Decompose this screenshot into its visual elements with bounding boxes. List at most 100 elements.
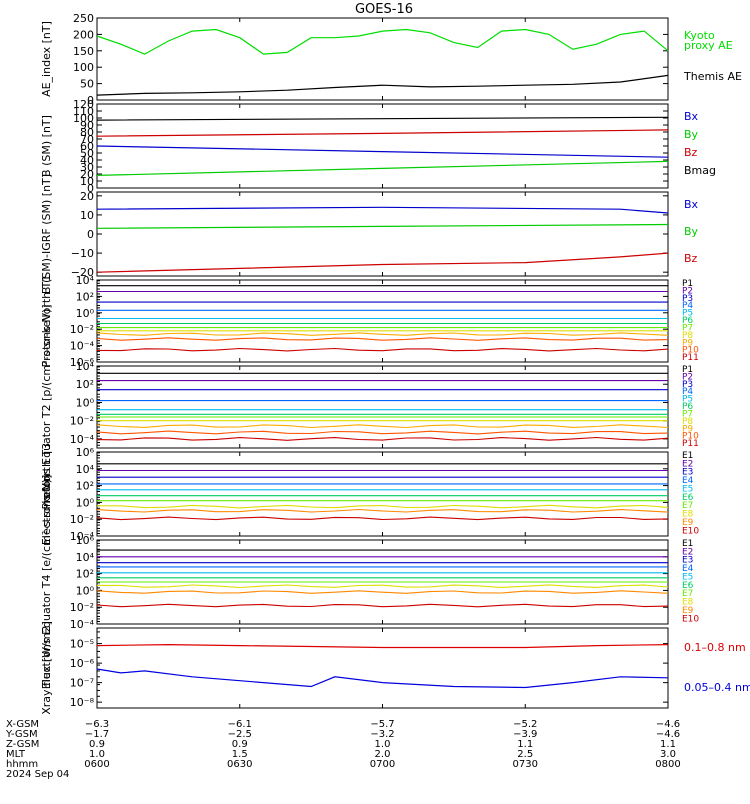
y-axis-label: Protons North T1 (40, 275, 53, 368)
channel-label: P3 (682, 380, 693, 390)
ephemeris-value: 0.9 (89, 739, 105, 750)
y-axis-label: Xray flux [W/m2] (40, 621, 53, 715)
ephemeris-value: 3.0 (660, 749, 676, 760)
y-tick-label: 250 (73, 12, 94, 25)
ephemeris-value: −3.9 (513, 729, 537, 740)
y-tick-label: 20 (80, 190, 94, 203)
panel-7: 10⁻⁴ 10⁻² 10⁰ 10² 10⁴ 10⁶ Electrons Equator T4… (40, 475, 699, 690)
channel-label: E4 (682, 476, 694, 486)
channel-label: E10 (682, 526, 699, 536)
y-tick-label: 10² (76, 480, 94, 493)
y-tick-label: 10⁻⁷ (70, 677, 94, 690)
channel-label: P2 (682, 286, 693, 296)
ephemeris-value: 2.0 (375, 749, 391, 760)
channel-line-e9 (96, 508, 669, 513)
series-line (96, 74, 669, 96)
y-tick-label: 30 (80, 161, 94, 174)
y-tick-label: 60 (80, 140, 94, 153)
channel-line-p10 (96, 430, 669, 435)
ephemeris-value: −6.1 (228, 719, 252, 730)
y-tick-label: −20 (71, 266, 94, 279)
ephemeris-value: 0.9 (232, 739, 248, 750)
y-tick-label: 20 (80, 168, 94, 181)
ephemeris-row-label: hhmm (6, 759, 38, 770)
ephemeris-value: −4.6 (656, 719, 680, 730)
legend-label: By (684, 225, 699, 238)
y-tick-label: 10⁻⁶ (70, 356, 95, 369)
legend-label: Bz (684, 146, 698, 159)
y-axis-label: B (SM)-IGRF (SM) [nT] (40, 174, 53, 294)
y-tick-label: 10⁻⁴ (70, 340, 95, 353)
legend-label: 0.1–0.8 nm (684, 641, 746, 654)
channel-label: E9 (682, 606, 694, 616)
y-tick-label: 10⁰ (76, 584, 95, 597)
y-tick-label: 10⁻⁴ (70, 433, 95, 446)
y-tick-label: 0 (87, 182, 94, 195)
y-tick-label: 10⁻⁶ (70, 657, 95, 670)
y-tick-label: 10⁴ (76, 274, 95, 287)
channel-label: P2 (682, 372, 693, 382)
chart-title: GOES-16 (355, 2, 413, 17)
legend-label: Themis AE (683, 70, 742, 83)
channel-label: E8 (682, 510, 694, 520)
channel-label: E9 (682, 518, 694, 528)
y-tick-label: 10⁻⁴ (70, 530, 95, 543)
ephemeris-value: 1.5 (232, 749, 248, 760)
channel-label: P8 (682, 417, 693, 427)
series-line (96, 643, 669, 649)
legend-label: Bmag (684, 164, 716, 177)
channel-label: P3 (682, 294, 693, 304)
panel-5: 10⁻⁴ 10⁻² 10⁰ 10² 10⁴ Protons Equator T2 [p/(… (40, 304, 699, 509)
y-tick-label: 120 (73, 98, 94, 111)
series-line (96, 223, 669, 229)
channel-line-e9 (96, 590, 669, 594)
channel-line-p9 (96, 332, 669, 336)
channel-label: E5 (682, 484, 693, 494)
y-tick-label: 10 (80, 209, 94, 222)
channel-label: E3 (682, 556, 693, 566)
channel-label: E8 (682, 598, 694, 608)
ephemeris-value: 0800 (655, 759, 680, 770)
y-tick-label: 10² (76, 290, 94, 303)
y-tick-label: −10 (71, 247, 94, 260)
ephemeris-value: −6.3 (85, 719, 109, 730)
ephemeris-row-label: Z-GSM (6, 739, 39, 750)
y-tick-label: 200 (73, 28, 94, 41)
y-tick-label: 10⁻⁴ (70, 618, 95, 631)
legend-label: By (684, 128, 699, 141)
ephemeris-value: −5.2 (513, 719, 537, 730)
channel-label: P10 (682, 432, 699, 442)
y-tick-label: 10⁴ (76, 360, 95, 373)
plot-date: 2024 Sep 04 (6, 769, 69, 780)
channel-label: E1 (682, 539, 693, 549)
channel-label: E6 (682, 493, 694, 503)
channel-line-p11 (96, 347, 669, 352)
ephemeris-value: 0600 (84, 759, 109, 770)
channel-label: P5 (682, 309, 693, 319)
ephemeris-row-label: X-GSM (6, 719, 39, 730)
channel-label: E6 (682, 581, 694, 591)
y-tick-label: 10⁶ (76, 534, 95, 547)
y-tick-label: 150 (73, 45, 94, 58)
y-tick-label: 100 (73, 112, 94, 125)
channel-line-e10 (96, 516, 669, 521)
channel-label: P7 (682, 323, 693, 333)
channel-label: E5 (682, 572, 693, 582)
channel-label: E3 (682, 468, 693, 478)
y-axis-label: AE_index [nT] (40, 21, 53, 97)
ephemeris-row-label: MLT (6, 749, 26, 760)
channel-label: P4 (682, 387, 693, 397)
series-line (96, 206, 669, 214)
series-line (96, 252, 669, 273)
channel-label: P6 (682, 316, 693, 326)
y-tick-label: 0 (87, 94, 94, 107)
ephemeris-value: −2.5 (228, 729, 252, 740)
series-line (96, 160, 669, 176)
y-axis-label: B (SM) [nT] (40, 115, 53, 177)
y-axis-label: Protons Equator T2 [p/(cm²-s-sr-keV)] (40, 304, 53, 509)
channel-line-e8 (97, 504, 669, 509)
